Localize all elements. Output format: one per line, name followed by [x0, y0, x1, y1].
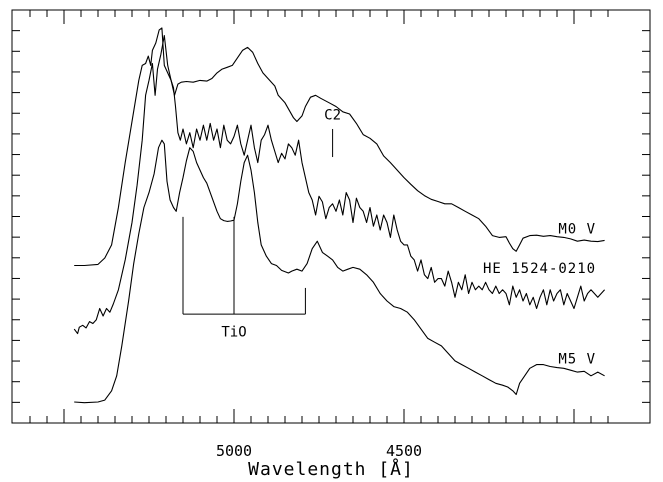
- series-line-3: [74, 139, 605, 404]
- annotation-layer: [182, 128, 334, 315]
- series-label-m0v: M0 V: [558, 222, 596, 238]
- y-axis-ticks: [12, 30, 650, 403]
- plot-frame: [11, 9, 651, 424]
- x-axis-label: Wavelength [Å]: [248, 458, 414, 480]
- c2-annotation-label: C2: [324, 108, 341, 124]
- series-line-2: [73, 34, 606, 335]
- x-axis-ticks: [29, 10, 609, 423]
- series-line-1: [74, 27, 605, 267]
- tio-annotation-label: TiO: [221, 325, 246, 341]
- x-tick-label: 4500: [386, 442, 422, 460]
- series-label-m5v: M5 V: [558, 351, 596, 367]
- x-tick-label: 5000: [216, 442, 252, 460]
- series-layer: [73, 27, 606, 404]
- series-label-he1524: HE 1524-0210: [483, 261, 596, 277]
